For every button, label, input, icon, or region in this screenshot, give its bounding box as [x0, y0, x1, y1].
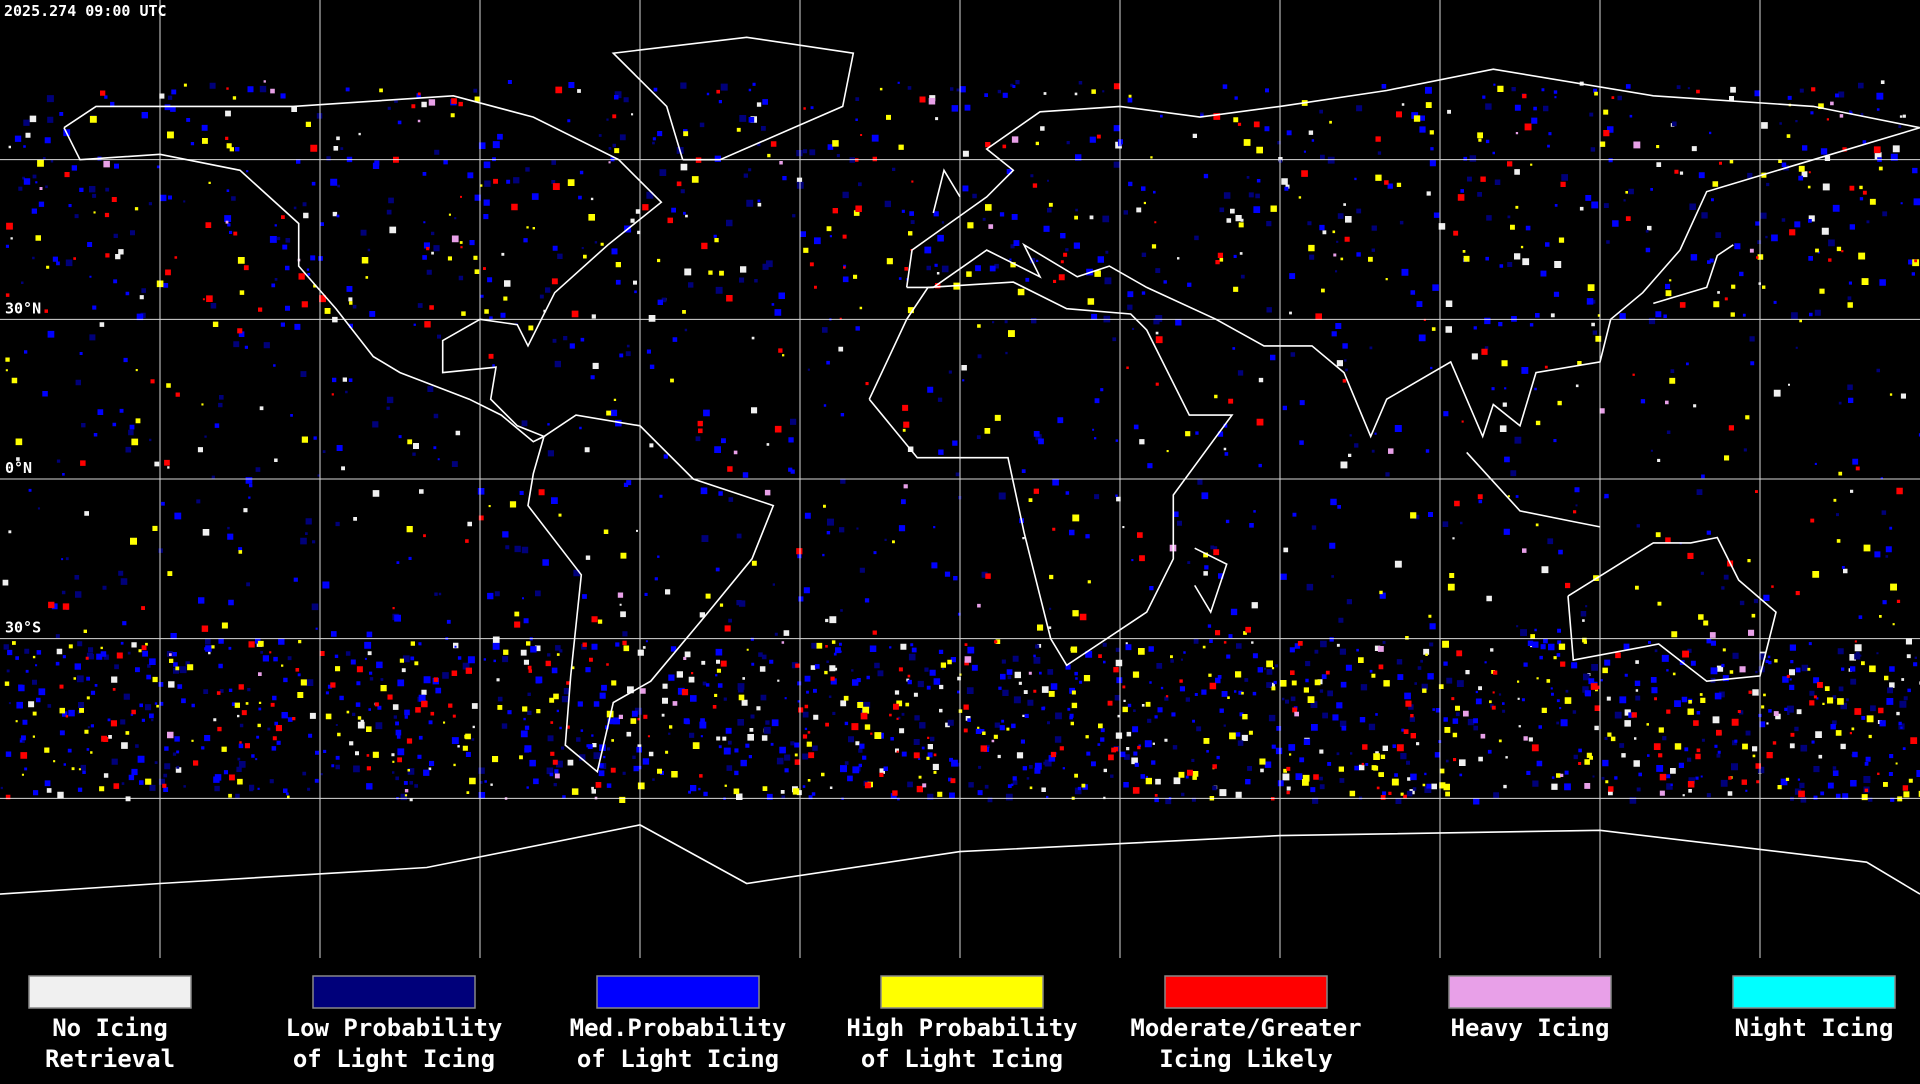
legend-swatch [28, 975, 192, 1009]
latitude-labels: 30°N 0°N 30°S [5, 299, 41, 636]
coastline [932, 168, 961, 214]
coastline [1194, 547, 1228, 615]
legend: No Icing Retrieval Low Probability of Light… [28, 975, 1896, 1073]
coastline [1653, 244, 1734, 305]
latitude-label: 30°N [5, 299, 41, 317]
latitude-label: 30°S [5, 619, 41, 637]
legend-swatch [596, 975, 760, 1009]
latitude-label: 0°N [5, 459, 32, 477]
legend-label: High Probability [846, 1014, 1077, 1042]
timestamp: 2025.274 09:00 UTC [4, 2, 167, 20]
coastlines [0, 36, 1920, 895]
legend-label: Night Icing [1735, 1014, 1894, 1042]
legend-label: Retrieval [45, 1045, 175, 1073]
legend-swatch [312, 975, 476, 1009]
legend-swatch [1732, 975, 1896, 1009]
legend-label: No Icing [52, 1014, 168, 1042]
legend-label: Moderate/Greater [1130, 1014, 1361, 1042]
coastline [905, 68, 1920, 439]
coastline [868, 281, 1234, 667]
coastline [0, 824, 1920, 895]
legend-label: of Light Icing [861, 1045, 1063, 1073]
legend-label: Heavy Icing [1451, 1014, 1610, 1042]
legend-label: Med.Probability [570, 1014, 787, 1042]
coastline [1567, 536, 1777, 683]
coastline [63, 94, 663, 443]
coastline [1466, 451, 1601, 528]
legend-swatch [1164, 975, 1328, 1009]
legend-swatch [880, 975, 1044, 1009]
legend-label: Icing Likely [1159, 1045, 1332, 1073]
graticule [0, 0, 1920, 958]
legend-label: of Light Icing [577, 1045, 779, 1073]
legend-label: Low Probability [286, 1014, 503, 1042]
legend-swatch [1448, 975, 1612, 1009]
legend-label: of Light Icing [293, 1045, 495, 1073]
coastline [527, 414, 775, 774]
